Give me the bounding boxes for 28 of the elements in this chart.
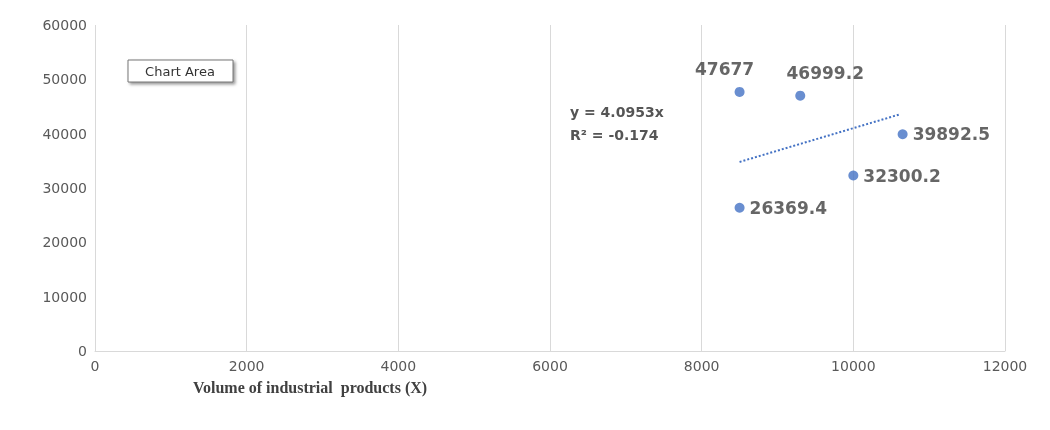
x-tick-label: 8000 <box>683 358 720 374</box>
x-tick-label: 10000 <box>831 358 876 374</box>
y-tick-label: 30000 <box>42 180 87 196</box>
data-label: 46999.2 <box>786 63 864 84</box>
x-tick-label: 4000 <box>380 358 417 374</box>
data-label: 47677 <box>695 59 755 80</box>
data-label: 26369.4 <box>749 197 828 218</box>
annotation: Chart Area <box>145 63 215 79</box>
x-tick-label: 6000 <box>532 358 568 374</box>
y-tick-label: 50000 <box>42 71 87 88</box>
annotation: R² = -0.174 <box>570 127 659 143</box>
point <box>795 90 806 101</box>
x-tick-label: 2000 <box>228 358 265 374</box>
point <box>848 170 859 181</box>
y-tick-label: 40000 <box>42 125 87 142</box>
x-tick-label: 12000 <box>982 358 1028 374</box>
x-tick-label: 0 <box>90 358 100 374</box>
data-label: 32300.2 <box>863 165 941 186</box>
y-tick-label: 20000 <box>42 234 87 251</box>
data-label: 39892.5 <box>912 124 991 145</box>
point <box>734 202 745 213</box>
x-axis-title: Volume of industrial products (X) <box>192 378 428 397</box>
y-tick-label: 60000 <box>42 17 87 33</box>
annotation: y = 4.0953x <box>570 104 664 120</box>
y-tick-label: 0 <box>78 343 87 359</box>
point <box>897 129 908 140</box>
y-tick-label: 10000 <box>42 288 87 305</box>
point <box>734 86 745 97</box>
